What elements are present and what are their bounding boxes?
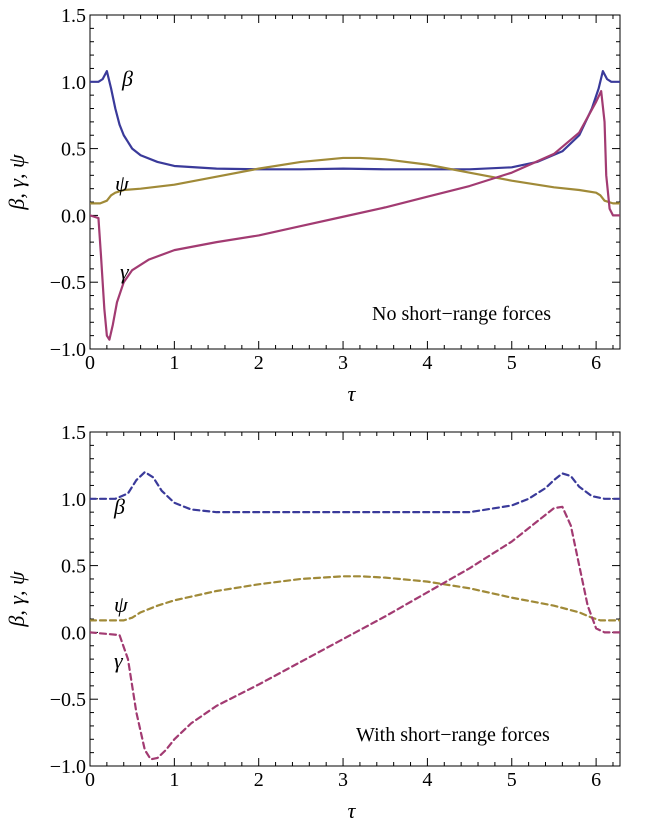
x-tick-label: 4 (422, 769, 432, 791)
y-tick-label: 0.0 (61, 205, 86, 227)
y-axis-label: β, γ, ψ (4, 154, 29, 211)
x-tick-label: 0 (85, 352, 95, 374)
series-label-psi: ψ (114, 592, 128, 617)
series-line-psi (90, 156, 620, 205)
panel-no-short-range-forces: 0 1 2 3 4 5 6 −1.0 −0.5 0.0 0.5 1.0 1.5 τ β, γ, ψ β ψ γ No… (4, 5, 621, 406)
series-label-beta: β (121, 66, 133, 91)
y-tick-label: −0.5 (50, 689, 86, 711)
x-tick-label: 2 (254, 352, 264, 374)
series-line-beta (90, 70, 620, 171)
series-line-gamma (90, 90, 620, 341)
y-tick-label: −1.0 (50, 756, 86, 778)
panel-with-short-range-forces: 0 1 2 3 4 5 6 −1.0 −0.5 0.0 0.5 1.0 1.5 τ β, γ, ψ β ψ γ Wi… (4, 422, 621, 823)
series-line-beta (90, 470, 620, 514)
x-tick-label: 5 (507, 769, 517, 791)
series-line-psi (90, 575, 620, 622)
x-tick-label: 6 (591, 769, 601, 791)
y-tick-label: 1.5 (61, 5, 86, 27)
plot-frame (89, 14, 621, 350)
plot-frame (89, 431, 621, 767)
series-label-gamma: γ (114, 648, 124, 673)
x-tick-label: 0 (85, 769, 95, 791)
series-label-gamma: γ (120, 259, 130, 284)
series-label-beta: β (113, 494, 125, 519)
y-axis-label: β, γ, ψ (4, 571, 29, 628)
panel-annotation: No short−range forces (372, 303, 551, 325)
x-axis-label: τ (348, 798, 357, 823)
y-tick-label: 0.5 (61, 556, 86, 578)
x-tick-label: 3 (338, 769, 348, 791)
series-line-gamma (90, 505, 620, 761)
x-tick-label: 6 (591, 352, 601, 374)
x-tick-label: 5 (507, 352, 517, 374)
y-tick-label: −0.5 (50, 272, 86, 294)
x-tick-label: 1 (169, 769, 179, 791)
y-tick-label: 1.0 (61, 72, 86, 94)
y-tick-label: −1.0 (50, 339, 86, 361)
y-tick-label: 0.0 (61, 622, 86, 644)
y-tick-label: 1.5 (61, 422, 86, 444)
x-tick-label: 4 (422, 352, 432, 374)
y-tick-label: 0.5 (61, 139, 86, 161)
x-tick-label: 3 (338, 352, 348, 374)
series-label-psi: ψ (115, 171, 129, 196)
x-tick-label: 1 (169, 352, 179, 374)
x-tick-label: 2 (254, 769, 264, 791)
panel-annotation: With short−range forces (356, 724, 550, 746)
x-axis-label: τ (348, 381, 357, 406)
y-tick-label: 1.0 (61, 489, 86, 511)
